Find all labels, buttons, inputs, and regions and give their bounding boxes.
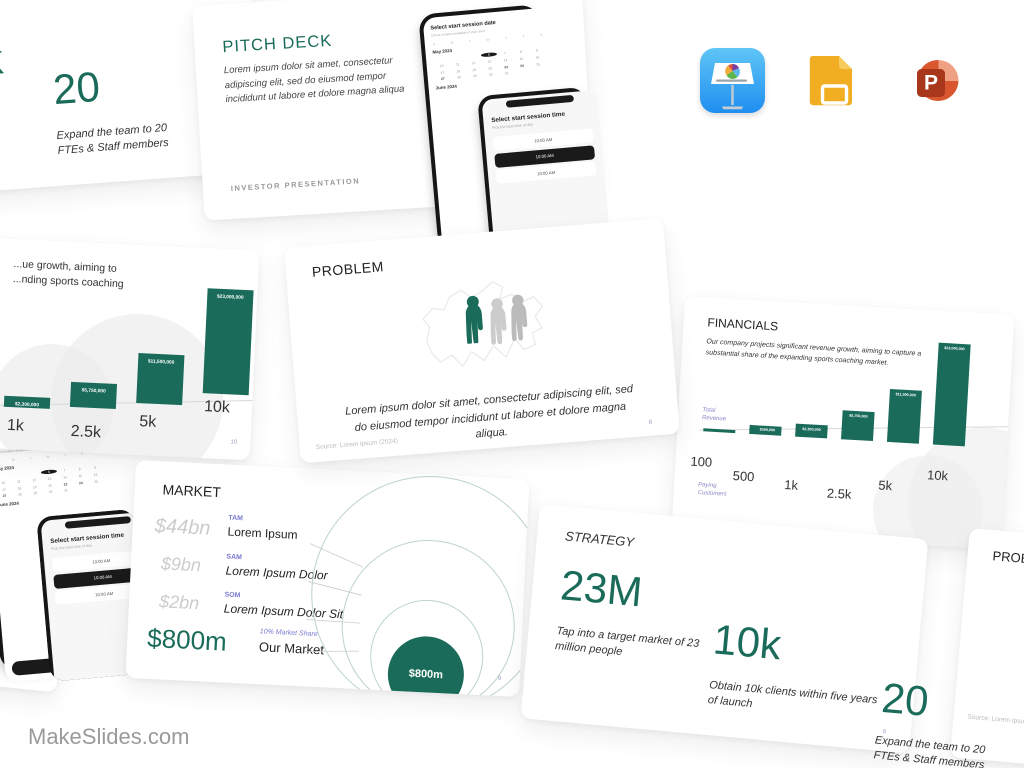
svg-text:$11,500,000: $11,500,000 — [148, 358, 175, 365]
svg-text:P: P — [924, 72, 938, 95]
svg-text:$800m: $800m — [408, 668, 443, 682]
svg-text:$23,000,000: $23,000,000 — [217, 294, 244, 301]
svg-text:$5,750,000: $5,750,000 — [82, 387, 107, 394]
svg-text:$2,300,000: $2,300,000 — [15, 401, 40, 408]
svg-text:$500,000: $500,000 — [760, 428, 776, 433]
